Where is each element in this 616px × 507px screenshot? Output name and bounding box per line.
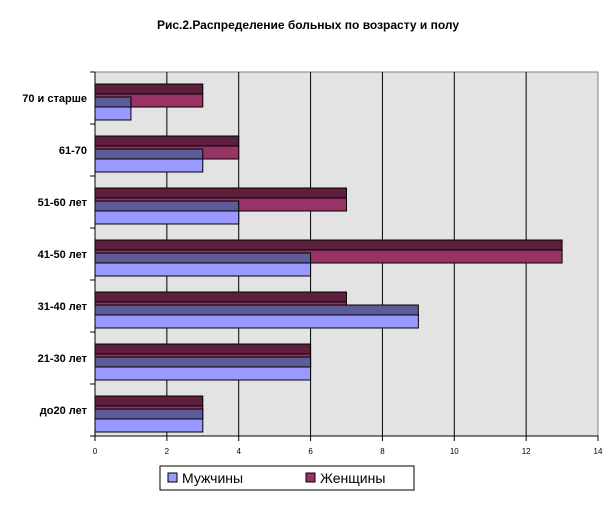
bar-men (94, 210, 240, 225)
bar-men-top (94, 304, 419, 316)
x-tick-label: 10 (450, 447, 459, 456)
chart-title: Рис.2.Распределение больных по возрасту … (156, 18, 460, 32)
bar-men-top (94, 200, 240, 212)
x-tick-label: 2 (165, 447, 170, 456)
y-tick-label: до20 лет (40, 405, 88, 417)
bar-women-top (94, 343, 312, 355)
legend-swatch-women (305, 472, 316, 483)
legend-swatch-men (167, 472, 178, 483)
y-tick-label: 21-30 лет (38, 353, 88, 365)
bar-men (94, 418, 204, 433)
bar-women-top (94, 291, 347, 303)
x-tick-label: 14 (594, 447, 603, 456)
x-tick-label: 8 (380, 447, 385, 456)
legend-label-men: Мужчины (182, 470, 243, 486)
bar-women-top (94, 395, 204, 407)
y-tick-label: 31-40 лет (38, 301, 88, 313)
bar-men (94, 366, 312, 381)
legend (159, 465, 415, 491)
bar-women-top (94, 187, 347, 199)
y-tick-label: 70 и старше (22, 93, 87, 105)
bar-men-top (94, 148, 204, 160)
bar-women-top (94, 83, 204, 95)
x-tick-label: 6 (308, 447, 313, 456)
bar-women-top (94, 135, 240, 147)
bar-men-top (94, 356, 312, 368)
x-tick-label: 0 (93, 447, 98, 456)
bar-women-top (94, 239, 563, 251)
x-tick-label: 4 (236, 447, 241, 456)
bar-men-top (94, 408, 204, 420)
legend-label-women: Женщины (320, 470, 385, 486)
bar-men (94, 262, 312, 277)
x-tick-label: 12 (522, 447, 531, 456)
y-tick-label: 41-50 лет (38, 249, 88, 261)
y-tick-label: 61-70 (59, 145, 87, 157)
bar-men (94, 314, 419, 329)
bar-men-top (94, 252, 312, 264)
bar-men (94, 106, 132, 121)
bar-men (94, 158, 204, 173)
bar-men-top (94, 96, 132, 108)
y-tick-label: 51-60 лет (38, 197, 88, 209)
